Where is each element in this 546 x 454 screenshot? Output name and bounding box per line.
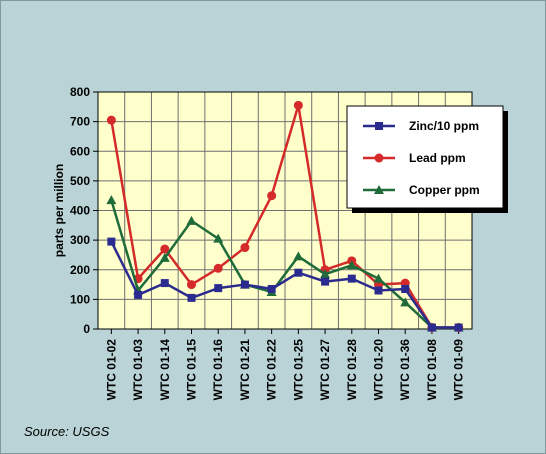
x-tick-label: WTC 01-25: [291, 339, 305, 401]
data-point: [134, 290, 143, 299]
data-point: [321, 277, 330, 286]
data-point: [186, 215, 197, 225]
data-point: [294, 268, 303, 277]
y-tick-label: 100: [70, 292, 90, 306]
y-tick-label: 400: [70, 204, 90, 218]
series-zinc-10-ppm: [107, 237, 463, 332]
x-tick-label: WTC 01-15: [185, 339, 199, 401]
legend-label: Zinc/10 ppm: [409, 119, 479, 133]
data-point: [347, 274, 356, 283]
data-point: [160, 279, 169, 288]
x-tick-label: WTC 01-27: [318, 339, 332, 401]
series-line: [110, 241, 459, 329]
data-point: [106, 195, 117, 205]
data-point: [267, 285, 276, 294]
data-point: [400, 297, 411, 307]
y-tick-label: 200: [70, 263, 90, 277]
legend-label: Lead ppm: [409, 151, 466, 165]
x-tick-label: WTC 01-08: [425, 339, 439, 401]
legend-label: Copper ppm: [409, 183, 480, 197]
y-tick-label: 700: [70, 115, 90, 129]
x-tick-label: WTC 01-02: [104, 339, 118, 401]
source-note: Source: USGS: [24, 424, 110, 439]
y-tick-label: 800: [70, 85, 90, 99]
data-point: [240, 280, 249, 289]
data-point: [240, 243, 250, 253]
x-tick-label: WTC 01-36: [398, 339, 412, 401]
series-line: [110, 199, 459, 329]
x-tick-label: WTC 01-03: [131, 339, 145, 401]
data-point: [293, 100, 303, 110]
legend-item: Zinc/10 ppm: [363, 119, 479, 133]
data-point: [346, 260, 357, 270]
y-tick-label: 600: [70, 144, 90, 158]
legend-swatch-marker: [374, 185, 384, 194]
y-tick-label: 300: [70, 233, 90, 247]
x-tick-label: WTC 01-20: [372, 339, 386, 401]
y-tick-label: 500: [70, 174, 90, 188]
y-tick-label: 0: [83, 322, 90, 336]
data-point: [160, 244, 170, 254]
data-point: [213, 263, 223, 273]
legend-item: Lead ppm: [363, 151, 466, 165]
legend-item: Copper ppm: [363, 183, 480, 197]
data-point: [213, 233, 224, 243]
x-tick-label: WTC 01-09: [452, 339, 466, 401]
legend: Zinc/10 ppm Lead ppm Copper ppm: [346, 105, 504, 209]
data-point: [293, 251, 304, 261]
legend-swatch-marker: [374, 153, 384, 163]
x-tick-label: WTC 01-14: [158, 339, 172, 401]
data-point: [427, 323, 436, 332]
data-point: [214, 284, 223, 293]
data-point: [401, 285, 410, 294]
data-point: [159, 252, 170, 262]
data-point: [107, 237, 116, 246]
data-point: [374, 286, 383, 295]
y-axis-title: parts per million: [52, 164, 66, 257]
data-point: [106, 115, 116, 125]
data-point: [187, 293, 196, 302]
data-point: [267, 191, 277, 201]
data-point: [187, 280, 196, 290]
x-tick-label: WTC 01-22: [265, 339, 279, 401]
data-point: [320, 269, 331, 279]
x-tick-label: WTC 01-16: [211, 339, 225, 401]
data-point: [373, 273, 384, 283]
data-point: [454, 323, 463, 332]
legend-swatch-marker: [375, 122, 383, 130]
x-tick-label: WTC 01-21: [238, 339, 252, 401]
x-tick-label: WTC 01-28: [345, 339, 359, 401]
